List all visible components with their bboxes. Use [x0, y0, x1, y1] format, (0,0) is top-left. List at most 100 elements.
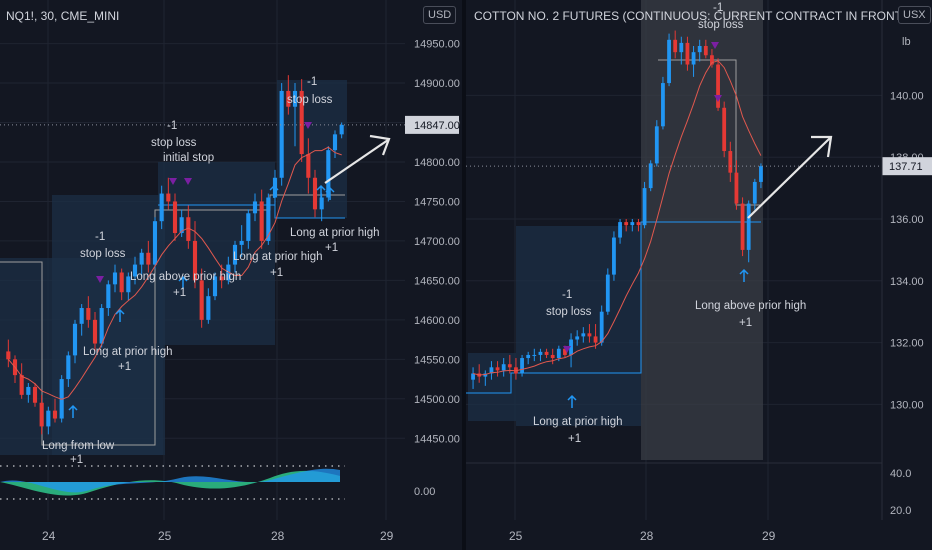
- x-tick-label: 28: [271, 529, 285, 543]
- left-candle-body: [106, 284, 111, 309]
- trend-arrow-head: [811, 135, 833, 158]
- right-candle-body: [507, 364, 512, 368]
- left-candle-body: [39, 402, 44, 427]
- chart-annotation: -1: [95, 231, 105, 243]
- right-candle-body: [752, 181, 757, 204]
- right-chart-canvas[interactable]: 140.00138.00136.00134.00132.00130.00lb25…: [466, 0, 932, 550]
- left-candle-body: [259, 201, 264, 241]
- left-candle-body: [279, 90, 284, 178]
- left-candle-body: [72, 323, 78, 356]
- x-tick-label: 29: [762, 529, 776, 543]
- right-chart-title: COTTON NO. 2 FUTURES (CONTINUOUS: CURREN…: [474, 9, 932, 23]
- left-candle-body: [339, 124, 344, 135]
- chart-annotation: stop loss: [80, 248, 126, 260]
- right-candle-body: [593, 336, 598, 343]
- sell-signal-icon: [184, 178, 192, 185]
- y-tick-label: 14750.00: [414, 196, 460, 208]
- y-tick-label: 14600.00: [414, 315, 460, 327]
- left-candle-body: [19, 375, 24, 395]
- left-candle-body: [66, 355, 71, 380]
- left-candle-body: [159, 193, 164, 222]
- left-candle-body: [246, 213, 251, 241]
- chart-annotation: -1: [562, 289, 572, 301]
- right-candle-body: [691, 52, 696, 65]
- right-candle-body: [599, 311, 604, 343]
- y-tick-label: 14650.00: [414, 275, 460, 287]
- sell-signal-icon: [711, 42, 719, 49]
- right-candle-body: [581, 333, 586, 337]
- left-candle-body: [32, 386, 38, 403]
- sell-signal-icon: [96, 276, 104, 283]
- current-price-label: 14847.00: [414, 120, 460, 132]
- left-candle-body: [192, 240, 198, 281]
- right-candle-body: [697, 45, 702, 53]
- right-candle-body: [569, 339, 573, 355]
- left-candle-body: [79, 308, 84, 324]
- chart-annotation: stop loss: [151, 137, 197, 149]
- current-price-tag: [882, 157, 932, 176]
- buy-arrow-icon: [739, 268, 749, 282]
- left-chart-title: NQ1!, 30, CME_MINI: [6, 9, 120, 23]
- entry-level-line: [466, 221, 761, 394]
- left-candle-body: [326, 150, 331, 198]
- left-candle-body: [219, 276, 224, 281]
- left-candle-body: [306, 154, 311, 178]
- buy-arrow-icon: [68, 404, 78, 418]
- left-chart-canvas[interactable]: 14950.0014900.0014850.0014800.0014750.00…: [0, 0, 462, 550]
- chart-annotation: Long above prior high: [130, 271, 241, 283]
- y-tick-label: 14500.00: [414, 394, 460, 406]
- sell-signal-icon: [169, 178, 177, 185]
- y-tick-label: 14800.00: [414, 157, 460, 169]
- left-candle-body: [299, 90, 304, 155]
- right-candle-body: [544, 351, 549, 355]
- chart-annotation: +1: [70, 454, 83, 466]
- right-candle-body: [612, 237, 616, 275]
- left-chart-pane[interactable]: 14950.0014900.0014850.0014800.0014750.00…: [0, 0, 462, 550]
- right-candle-body: [526, 354, 531, 359]
- right-candle-body: [722, 107, 727, 152]
- left-candle-body: [26, 386, 31, 395]
- right-candle-body: [667, 39, 671, 84]
- right-candle-body: [550, 354, 555, 359]
- y-tick-label: 134.00: [890, 276, 924, 288]
- y-tick-label: 14950.00: [414, 39, 460, 51]
- right-candle-body: [563, 348, 567, 355]
- right-candle-body: [575, 336, 580, 340]
- left-candle-body: [292, 90, 298, 107]
- right-chart-pane[interactable]: 140.00138.00136.00134.00132.00130.00lb25…: [466, 0, 932, 550]
- left-candle-body: [206, 296, 211, 320]
- right-currency-button[interactable]: USX: [898, 6, 931, 24]
- x-tick-label: 28: [640, 529, 654, 543]
- chart-annotation: +1: [118, 361, 131, 373]
- trend-arrow-head: [369, 134, 391, 156]
- chart-annotation: +1: [325, 242, 338, 254]
- chart-annotation: +1: [173, 287, 186, 299]
- right-candle-body: [538, 351, 543, 355]
- left-candle-body: [332, 134, 338, 151]
- chart-annotation: +1: [739, 317, 752, 329]
- chart-annotation: +1: [270, 267, 283, 279]
- sell-signal-icon: [714, 95, 722, 102]
- buy-arrow-icon: [269, 184, 279, 198]
- buy-arrow-icon: [178, 275, 188, 289]
- left-candle-body: [232, 244, 238, 265]
- buy-arrow-icon: [316, 184, 326, 198]
- left-currency-button[interactable]: USD: [423, 6, 457, 24]
- chart-annotation: -1: [167, 120, 177, 132]
- y-tick-label: 14450.00: [414, 433, 460, 445]
- left-candle-body: [126, 276, 131, 293]
- left-candle-body: [199, 280, 204, 320]
- left-candle-body: [239, 240, 244, 245]
- y-tick-label: 136.00: [890, 214, 924, 226]
- right-candle-body: [734, 172, 739, 204]
- left-candle-body: [86, 308, 91, 320]
- pane-divider[interactable]: [462, 0, 466, 550]
- left-candle-body: [266, 197, 271, 241]
- left-candle-body: [172, 201, 178, 234]
- left-candle-body: [179, 217, 184, 234]
- y-tick-label: 132.00: [890, 338, 924, 350]
- osc-tick-label: 20.0: [890, 505, 911, 517]
- y-tick-label: 14700.00: [414, 236, 460, 248]
- entry-level-line: [158, 204, 345, 219]
- right-candle-body: [728, 151, 733, 173]
